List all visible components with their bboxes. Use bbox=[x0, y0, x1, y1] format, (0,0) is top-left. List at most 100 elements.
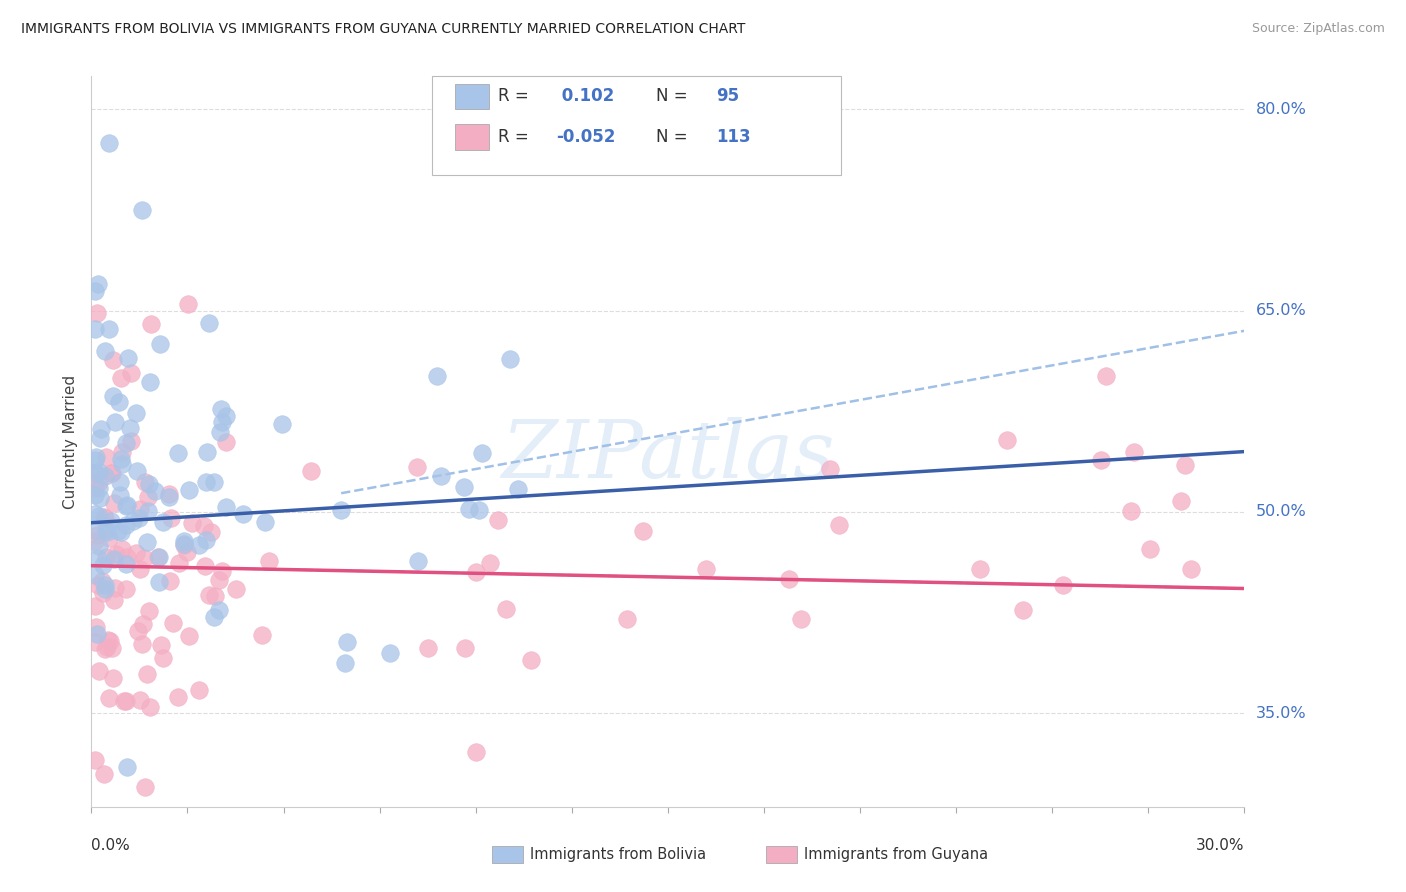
Text: 0.102: 0.102 bbox=[555, 87, 614, 105]
Point bbox=[157, 490, 180, 504]
Point bbox=[828, 518, 851, 533]
Y-axis label: Currently Married: Currently Married bbox=[62, 375, 77, 508]
Point bbox=[695, 562, 717, 576]
Point bbox=[197, 316, 219, 330]
Point bbox=[200, 525, 222, 540]
Point bbox=[103, 593, 125, 607]
Point bbox=[127, 464, 149, 478]
Point bbox=[84, 620, 107, 634]
Point bbox=[162, 615, 184, 630]
Point bbox=[115, 498, 138, 512]
Point bbox=[111, 444, 134, 458]
Point bbox=[93, 578, 115, 592]
Point bbox=[131, 616, 153, 631]
Point bbox=[209, 401, 232, 416]
Point bbox=[84, 753, 107, 767]
Point bbox=[86, 627, 108, 641]
Point bbox=[149, 337, 172, 351]
Point bbox=[110, 371, 132, 385]
Point bbox=[1180, 562, 1202, 576]
Point bbox=[209, 425, 232, 440]
FancyBboxPatch shape bbox=[432, 76, 841, 175]
Point bbox=[84, 523, 107, 537]
Point bbox=[103, 671, 125, 685]
Point bbox=[97, 691, 120, 706]
Point bbox=[134, 780, 156, 794]
Point bbox=[167, 557, 190, 571]
Point bbox=[471, 446, 494, 460]
Point bbox=[115, 582, 138, 597]
Point bbox=[86, 450, 108, 464]
Point bbox=[131, 637, 153, 651]
Point bbox=[100, 466, 122, 480]
Point bbox=[167, 690, 190, 704]
Point bbox=[152, 516, 174, 530]
Point bbox=[101, 352, 124, 367]
Point bbox=[194, 558, 217, 573]
Point bbox=[115, 499, 138, 513]
Point bbox=[136, 667, 159, 681]
Point bbox=[464, 745, 486, 759]
Point bbox=[115, 436, 138, 450]
Point bbox=[110, 452, 132, 467]
Point bbox=[93, 510, 115, 524]
Point bbox=[84, 534, 107, 549]
Point bbox=[97, 633, 120, 648]
Point bbox=[1011, 603, 1033, 617]
Point bbox=[177, 297, 200, 311]
Point bbox=[1095, 368, 1118, 383]
Text: 65.0%: 65.0% bbox=[1256, 303, 1306, 318]
Point bbox=[125, 545, 148, 559]
Point bbox=[91, 586, 114, 600]
Point bbox=[405, 460, 427, 475]
Point bbox=[181, 516, 204, 530]
Point bbox=[1170, 494, 1192, 508]
Point bbox=[129, 502, 152, 516]
Point bbox=[453, 480, 475, 494]
Point bbox=[202, 609, 225, 624]
Point bbox=[104, 415, 127, 429]
Point bbox=[520, 653, 543, 667]
Point bbox=[204, 475, 226, 489]
Point bbox=[336, 635, 359, 649]
Text: N =: N = bbox=[657, 128, 693, 145]
Point bbox=[426, 369, 449, 384]
Point bbox=[1090, 453, 1112, 467]
Point bbox=[458, 502, 481, 516]
Point bbox=[148, 575, 170, 590]
Point bbox=[108, 488, 131, 502]
Point bbox=[98, 136, 121, 150]
Point bbox=[94, 641, 117, 656]
Text: R =: R = bbox=[498, 87, 534, 105]
Point bbox=[96, 640, 118, 654]
Point bbox=[167, 446, 190, 460]
Point bbox=[117, 351, 139, 365]
Point bbox=[115, 518, 138, 533]
Point bbox=[152, 651, 174, 665]
Point bbox=[87, 482, 110, 496]
Point bbox=[90, 422, 112, 436]
Point bbox=[89, 491, 111, 505]
Point bbox=[84, 284, 107, 298]
Point bbox=[215, 435, 238, 450]
Point bbox=[89, 466, 111, 480]
Point bbox=[101, 466, 124, 480]
Point bbox=[84, 567, 107, 582]
Point bbox=[84, 507, 107, 521]
Point bbox=[139, 375, 162, 389]
Point bbox=[198, 588, 221, 602]
Point bbox=[101, 640, 124, 655]
Text: 95: 95 bbox=[716, 87, 740, 105]
Point bbox=[173, 534, 195, 549]
Point bbox=[969, 562, 991, 576]
Point bbox=[380, 646, 402, 660]
Point bbox=[194, 475, 217, 489]
Point bbox=[125, 405, 148, 419]
Point bbox=[128, 511, 150, 525]
Point bbox=[479, 556, 502, 570]
Point bbox=[194, 533, 217, 548]
Point bbox=[159, 574, 181, 589]
Point bbox=[138, 604, 160, 618]
Point bbox=[94, 450, 117, 465]
Point bbox=[103, 552, 125, 566]
